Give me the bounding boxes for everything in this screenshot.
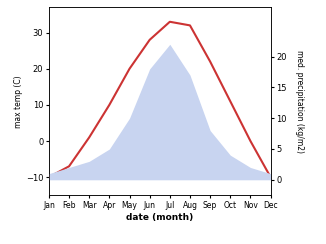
Y-axis label: med. precipitation (kg/m2): med. precipitation (kg/m2) (295, 50, 304, 153)
Y-axis label: max temp (C): max temp (C) (14, 75, 23, 128)
X-axis label: date (month): date (month) (126, 213, 193, 222)
